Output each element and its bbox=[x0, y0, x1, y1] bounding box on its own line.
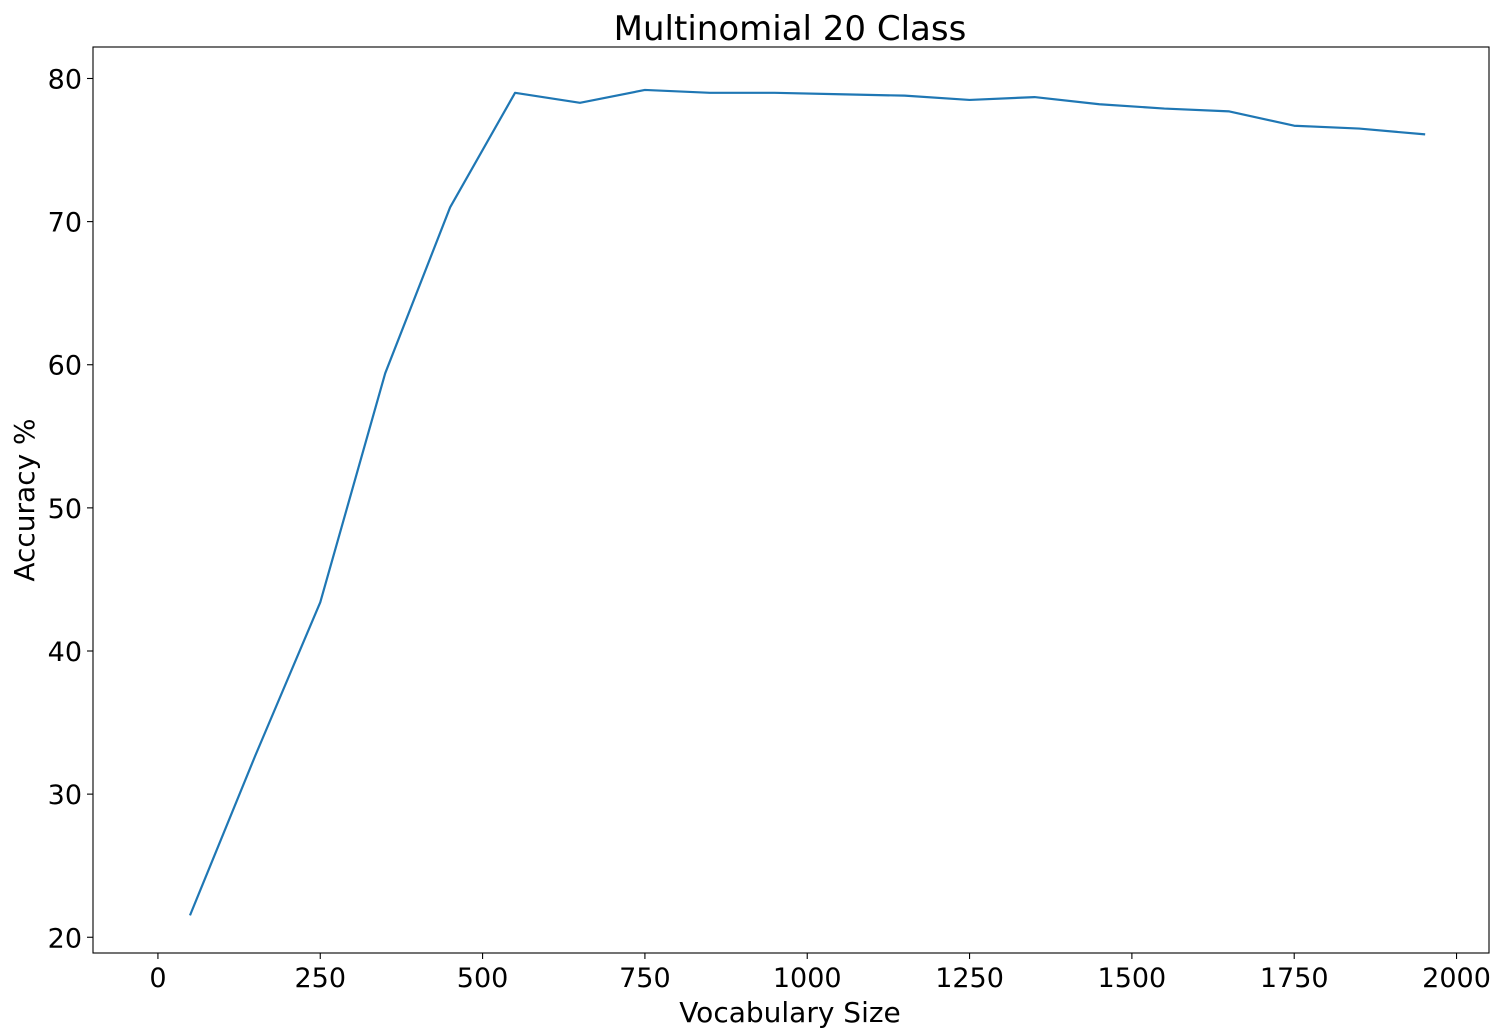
x-tick-label: 2000 bbox=[1422, 963, 1491, 994]
x-axis: 0 250 500 750 1000 1250 1500 1750 2000 bbox=[149, 953, 1491, 994]
y-tick-label: 20 bbox=[48, 923, 82, 954]
x-tick-label: 1750 bbox=[1260, 963, 1329, 994]
y-tick-label: 60 bbox=[48, 351, 82, 382]
chart-title: Multinomial 20 Class bbox=[614, 9, 967, 49]
x-tick-label: 500 bbox=[457, 963, 509, 994]
plot-frame bbox=[92, 46, 1490, 954]
x-tick-label: 750 bbox=[619, 963, 671, 994]
y-tick-label: 80 bbox=[48, 64, 82, 95]
x-tick-label: 1000 bbox=[773, 963, 842, 994]
x-tick-label: 0 bbox=[149, 963, 166, 994]
y-tick-label: 40 bbox=[48, 637, 82, 668]
x-axis-label: Vocabulary Size bbox=[679, 996, 901, 1029]
x-tick-label: 1250 bbox=[935, 963, 1004, 994]
y-tick-label: 30 bbox=[48, 780, 82, 811]
series-line-0 bbox=[188, 88, 1426, 916]
x-tick-label: 1500 bbox=[1098, 963, 1167, 994]
y-tick-label: 70 bbox=[48, 208, 82, 239]
y-tick-label: 50 bbox=[48, 494, 82, 525]
x-tick-label: 250 bbox=[294, 963, 346, 994]
plot-area bbox=[92, 46, 1490, 954]
y-axis: 20 30 40 50 60 70 80 bbox=[48, 64, 93, 954]
y-axis-label: Accuracy % bbox=[8, 418, 41, 581]
